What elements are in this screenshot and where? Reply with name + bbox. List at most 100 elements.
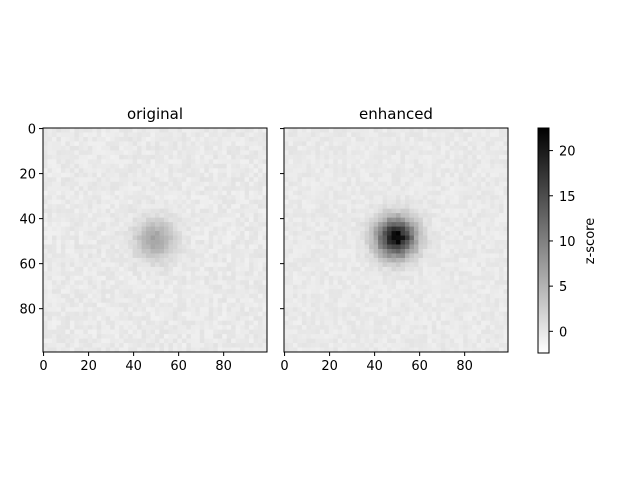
- heatmap-cell: [83, 267, 88, 272]
- heatmap-cell: [360, 231, 365, 236]
- heatmap-cell: [97, 173, 102, 178]
- heatmap-cell: [146, 195, 151, 200]
- heatmap-cell: [347, 204, 352, 209]
- heatmap-cell: [159, 303, 164, 308]
- heatmap-cell: [159, 177, 164, 182]
- heatmap-cell: [481, 285, 486, 290]
- heatmap-cell: [52, 240, 57, 245]
- heatmap-cell: [106, 177, 111, 182]
- heatmap-cell: [240, 186, 245, 191]
- heatmap-cell: [463, 231, 468, 236]
- heatmap-cell: [151, 312, 156, 317]
- heatmap-cell: [204, 195, 209, 200]
- heatmap-cell: [222, 343, 227, 348]
- heatmap-cell: [79, 182, 84, 187]
- heatmap-cell: [338, 303, 343, 308]
- heatmap-cell: [142, 168, 147, 173]
- heatmap-cell: [83, 244, 88, 249]
- heatmap-cell: [204, 289, 209, 294]
- heatmap-cell: [468, 307, 473, 312]
- heatmap-cell: [92, 195, 97, 200]
- heatmap-cell: [218, 204, 223, 209]
- heatmap-cell: [115, 195, 120, 200]
- heatmap-cell: [311, 155, 316, 160]
- heatmap-cell: [137, 155, 142, 160]
- heatmap-cell: [387, 128, 392, 133]
- heatmap-cell: [324, 312, 329, 317]
- heatmap-cell: [186, 159, 191, 164]
- heatmap-cell: [383, 177, 388, 182]
- heatmap-cell: [293, 132, 298, 137]
- heatmap-cell: [97, 236, 102, 241]
- heatmap-cell: [137, 303, 142, 308]
- heatmap-cell: [115, 141, 120, 146]
- heatmap-cell: [61, 294, 66, 299]
- heatmap-cell: [236, 155, 241, 160]
- heatmap-cell: [288, 334, 293, 339]
- heatmap-cell: [436, 209, 441, 214]
- heatmap-cell: [115, 182, 120, 187]
- heatmap-cell: [133, 132, 138, 137]
- heatmap-cell: [495, 200, 500, 205]
- heatmap-cell: [101, 307, 106, 312]
- heatmap-cell: [83, 303, 88, 308]
- heatmap-cell: [177, 267, 182, 272]
- heatmap-cell: [110, 285, 115, 290]
- heatmap-cell: [110, 204, 115, 209]
- heatmap-cell: [74, 307, 79, 312]
- heatmap-cell: [106, 240, 111, 245]
- heatmap-cell: [133, 137, 138, 142]
- heatmap-cell: [231, 132, 236, 137]
- heatmap-cell: [365, 222, 370, 227]
- heatmap-cell: [168, 177, 173, 182]
- heatmap-cell: [378, 231, 383, 236]
- heatmap-cell: [396, 244, 401, 249]
- heatmap-cell: [499, 312, 504, 317]
- heatmap-cell: [360, 155, 365, 160]
- heatmap-cell: [258, 168, 263, 173]
- heatmap-cell: [329, 177, 334, 182]
- heatmap-cell: [284, 258, 289, 263]
- heatmap-cell: [472, 316, 477, 321]
- heatmap-cell: [240, 128, 245, 133]
- heatmap-cell: [320, 294, 325, 299]
- heatmap-cell: [142, 258, 147, 263]
- heatmap-cell: [459, 343, 464, 348]
- heatmap-cell: [338, 236, 343, 241]
- heatmap-cell: [387, 168, 392, 173]
- heatmap-cell: [329, 307, 334, 312]
- heatmap-cell: [195, 334, 200, 339]
- heatmap-cell: [481, 343, 486, 348]
- heatmap-cell: [79, 168, 84, 173]
- heatmap-cell: [209, 186, 214, 191]
- y-tick-label: 0: [28, 123, 36, 138]
- heatmap-cell: [61, 262, 66, 267]
- heatmap-cell: [315, 267, 320, 272]
- heatmap-cell: [128, 289, 133, 294]
- heatmap-cell: [342, 280, 347, 285]
- heatmap-cell: [347, 132, 352, 137]
- heatmap-cell: [481, 155, 486, 160]
- heatmap-cell: [52, 307, 57, 312]
- heatmap-cell: [231, 267, 236, 272]
- heatmap-cell: [115, 285, 120, 290]
- heatmap-cell: [306, 195, 311, 200]
- heatmap-cell: [441, 227, 446, 232]
- heatmap-cell: [249, 177, 254, 182]
- heatmap-cell: [454, 334, 459, 339]
- heatmap-cell: [65, 258, 70, 263]
- heatmap-cell: [378, 267, 383, 272]
- heatmap-cell: [432, 294, 437, 299]
- heatmap-cell: [293, 258, 298, 263]
- heatmap-cell: [392, 294, 397, 299]
- heatmap-cell: [418, 231, 423, 236]
- heatmap-cell: [396, 200, 401, 205]
- heatmap-cell: [200, 132, 205, 137]
- heatmap-cell: [61, 307, 66, 312]
- heatmap-cell: [124, 271, 129, 276]
- heatmap-cell: [97, 182, 102, 187]
- heatmap-cell: [297, 321, 302, 326]
- heatmap-cell: [356, 236, 361, 241]
- heatmap-cell: [392, 253, 397, 258]
- heatmap-cell: [213, 218, 218, 223]
